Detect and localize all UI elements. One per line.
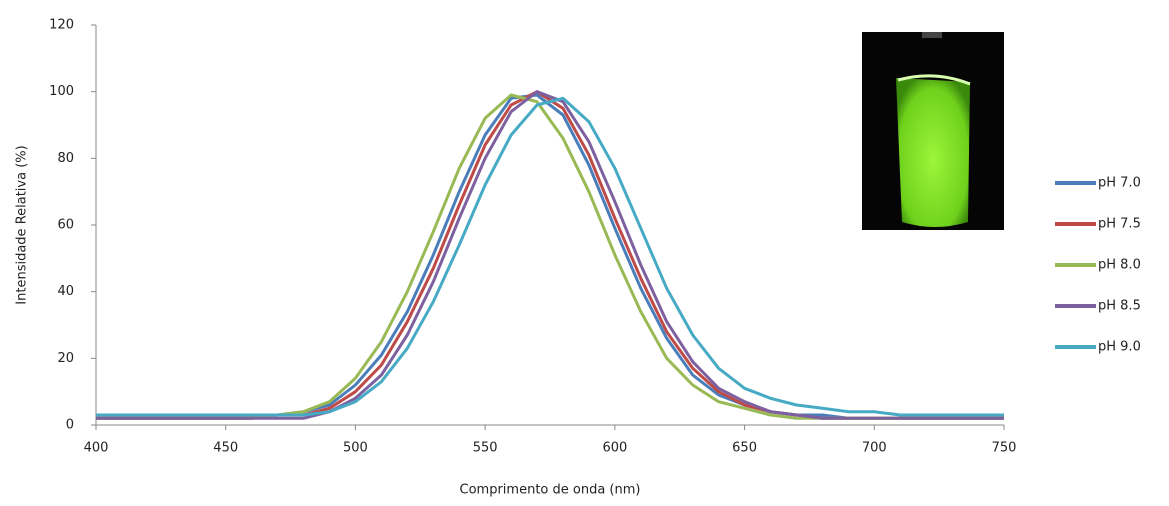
x-tick-label: 450: [213, 441, 238, 456]
x-tick-label: 700: [862, 441, 887, 456]
inset-photo: [862, 32, 1004, 230]
x-tick-label: 750: [992, 441, 1017, 456]
legend-label: pH 9.0: [1098, 340, 1141, 355]
x-tick-label: 550: [473, 441, 498, 456]
x-tick-label: 500: [343, 441, 368, 456]
y-tick-label: 40: [57, 284, 74, 299]
legend-label: pH 8.5: [1098, 299, 1141, 314]
x-tick-label: 650: [732, 441, 757, 456]
y-tick-label: 60: [57, 218, 74, 233]
y-tick-label: 100: [49, 84, 74, 99]
legend-label: pH 7.0: [1098, 176, 1141, 191]
legend-label: pH 7.5: [1098, 217, 1141, 232]
y-tick-label: 120: [49, 18, 74, 33]
x-tick-label: 400: [84, 441, 109, 456]
y-tick-label: 80: [57, 151, 74, 166]
y-axis-label: Intensidade Relativa (%): [15, 145, 30, 304]
x-tick-label: 600: [602, 441, 627, 456]
series-line: [96, 90, 1004, 420]
series-line: [96, 96, 1004, 417]
x-axis-label: Comprimento de onda (nm): [460, 483, 641, 498]
y-tick-label: 0: [66, 418, 74, 433]
y-tick-label: 20: [57, 351, 74, 366]
legend-label: pH 8.0: [1098, 258, 1141, 273]
